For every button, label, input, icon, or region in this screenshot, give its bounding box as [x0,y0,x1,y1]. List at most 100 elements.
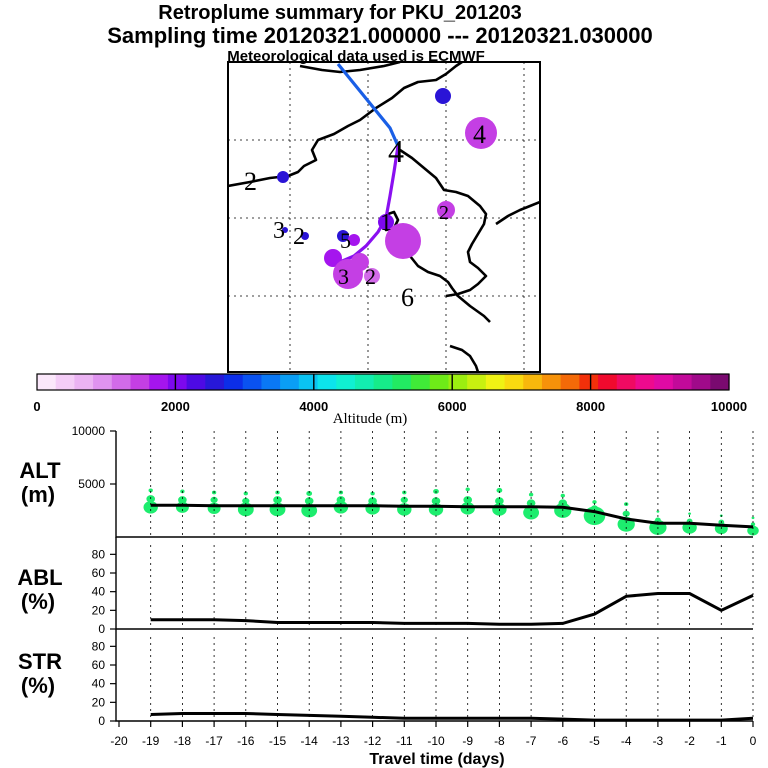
y-tick-label: 40 [92,677,106,691]
x-tick-label: 0 [750,734,757,748]
plume-cluster [385,223,421,259]
title-line-1: Retroplume summary for PKU_201203 [158,2,521,24]
plume-dot [273,496,282,504]
plume-cluster [282,227,288,233]
x-axis: -20 -19 -18 -17 -16 -15 -14 -13 -12 -11 -10 -9 -8 -7-… [110,721,757,748]
plume-dot [656,510,660,513]
colorbar-cell [467,374,487,390]
colorbar-cell [317,374,337,390]
plume-clusters [277,88,497,289]
plume-dot [304,497,314,505]
plume-dot [523,505,540,520]
plume-cluster [378,214,394,230]
plume-dot [688,512,692,515]
x-tick-label: -20 [110,734,128,748]
x-tick-label: -17 [205,734,223,748]
map-panel: 2 3 2 4 4 6 2 5 1 2 3 [227,61,541,373]
cluster-labels: 2 3 2 4 4 6 2 5 1 2 3 [244,120,486,312]
plume-dot [148,488,153,493]
x-tick-label: -2 [684,734,695,748]
plume-dot [400,496,408,503]
cluster-label: 4 [473,120,486,149]
plume-dot [243,491,248,496]
colorbar-cell [224,374,244,390]
colorbar-cell [298,374,319,390]
y-tick-label: 80 [92,639,106,653]
x-tick-label: -4 [621,734,632,748]
x-tick-label: -8 [494,734,505,748]
x-tick-label: -18 [174,734,192,748]
plume-cluster [465,117,497,149]
x-tick-label: -11 [396,734,413,748]
plume-cluster [348,234,360,246]
colorbar-cell [261,374,281,390]
colorbar-cell [186,374,206,390]
abl-panel: 0 20 40 60 80 ABL (%) [17,537,754,636]
colorbar-cell [130,374,150,390]
plume-dot [143,501,158,514]
plume-dot [463,496,473,504]
y-tick-label: 20 [92,695,106,709]
colorbar-cell [485,374,506,390]
x-tick-label: -12 [364,734,382,748]
colorbar-cell [560,374,580,390]
cluster-label: 3 [338,264,349,289]
colorbar-cell [354,374,375,390]
y-tick-label: 5000 [78,477,105,491]
x-tick-label: -15 [269,734,287,748]
x-tick-label: -19 [142,734,160,748]
plume-cluster [277,171,289,183]
cluster-label: 2 [439,202,449,224]
colorbar-tick-label: 2000 [161,399,190,414]
colorbar-tick-label: 8000 [576,399,605,414]
cluster-label: 6 [401,283,414,312]
x-tick-label: -3 [653,734,664,748]
cluster-label: 1 [380,210,392,236]
plume-cluster [437,201,455,219]
plume-dot [431,497,441,505]
colorbar-tick-label: 10000 [711,399,747,414]
colorbar-cell [541,374,562,390]
colorbar: 0 2000 4000 6000 8000 10000 Altitude (m) [33,373,747,427]
colorbar-cell [74,374,94,390]
abl-panel-label-2: (%) [21,589,55,614]
colorbar-cell [167,374,188,390]
cluster-label: 5 [340,228,351,253]
colorbar-cell [523,374,543,390]
plume-cluster [337,230,349,242]
colorbar-cell [654,374,674,390]
colorbar-cell [149,374,169,390]
colorbar-cell [242,374,263,390]
colorbar-cell [504,374,524,390]
alt-mean-line [150,503,754,529]
str-line [150,712,754,722]
y-tick-label: 60 [92,566,106,580]
plume-cluster [301,232,309,240]
title-line-2: Sampling time 20120321.000000 --- 201203… [107,23,653,48]
plume-dot [306,491,313,497]
x-tick-label: -1 [716,734,727,748]
colorbar-cell [111,374,132,390]
colorbar-cell [635,374,655,390]
colorbar-tick-label: 4000 [299,399,328,414]
colorbar-cell [579,374,599,390]
trajectory-segment-high [336,62,400,147]
x-axis-title: Travel time (days) [369,751,504,768]
colorbar-cell [616,374,637,390]
colorbar-tick-label: 0 [33,399,40,414]
y-tick-label: 20 [92,603,106,617]
plume-dot [178,496,187,504]
colorbar-cell [373,374,393,390]
x-tick-label: -5 [589,734,600,748]
alt-panel-label-2: (m) [21,482,55,507]
colorbar-cell [672,374,693,390]
colorbar-cell [411,374,431,390]
y-tick-label: 0 [98,714,105,728]
x-tick-label: -14 [301,734,319,748]
cluster-label: 2 [365,264,376,289]
title-line-3: Meteorological data used is ECMWF [227,48,485,65]
colorbar-cell [448,374,468,390]
colorbar-cell [429,374,450,390]
y-tick-label: 60 [92,658,106,672]
